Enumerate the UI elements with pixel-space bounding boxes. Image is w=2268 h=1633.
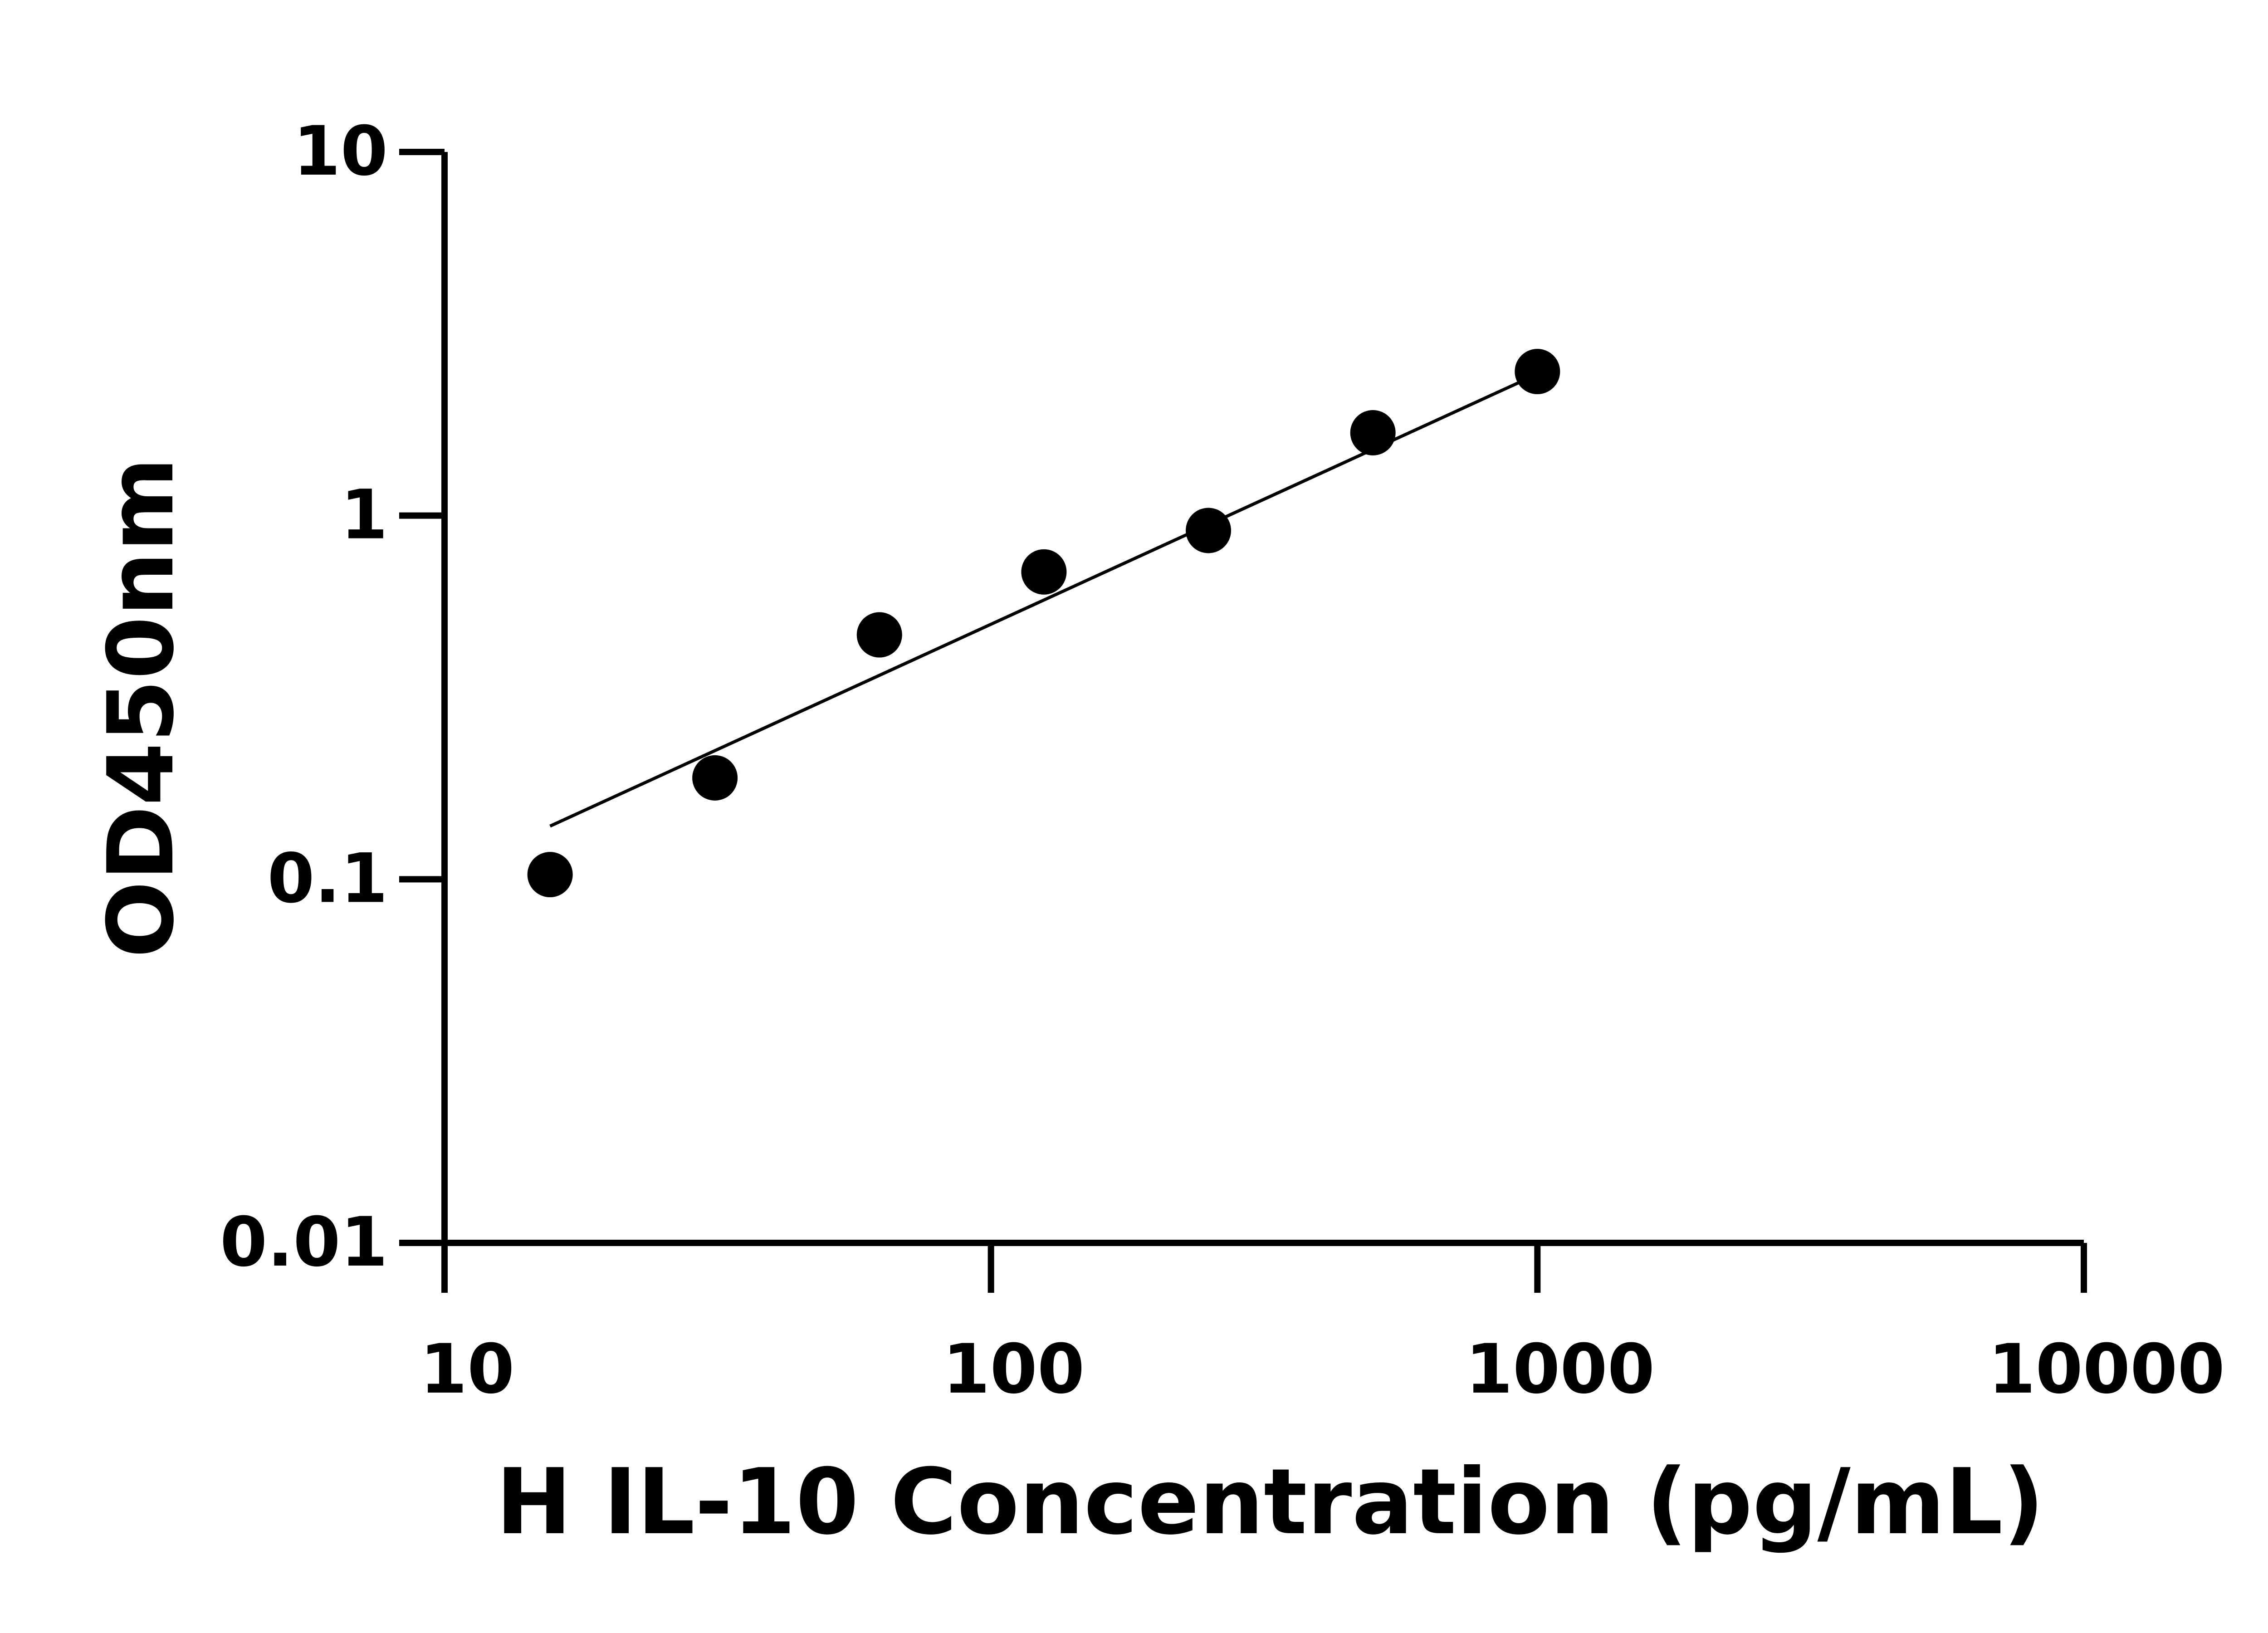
y-axis-title: OD450nm — [88, 457, 194, 958]
y-tick-label: 10 — [293, 112, 388, 191]
data-point — [1350, 410, 1396, 455]
x-tick-label: 1000 — [1466, 1330, 1655, 1409]
data-point — [527, 852, 573, 898]
y-tick-label: 0.1 — [267, 839, 388, 918]
data-point — [692, 755, 738, 801]
x-axis-title: H IL-10 Concentration (pg/mL) — [496, 1449, 2044, 1555]
marks — [527, 349, 1560, 898]
data-point — [1515, 349, 1560, 395]
data-point — [1021, 549, 1067, 595]
x-tick-label: 10 — [420, 1330, 515, 1409]
x-tick-label: 100 — [943, 1330, 1085, 1409]
data-point — [1186, 508, 1232, 553]
y-tick-label: 0.01 — [220, 1203, 388, 1282]
data-point — [856, 612, 902, 658]
y-tick-label: 1 — [341, 476, 388, 555]
x-tick-label: 10000 — [1988, 1330, 2225, 1409]
ticks: 10 100 1000 10000 0.01 0.1 1 10 — [220, 112, 2225, 1409]
axes — [441, 152, 2084, 1246]
